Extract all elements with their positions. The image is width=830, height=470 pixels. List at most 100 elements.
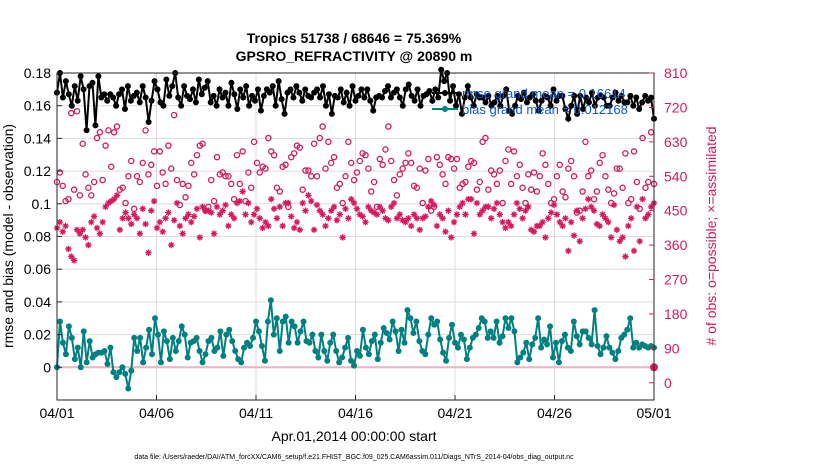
data-point — [148, 97, 155, 104]
data-point — [59, 339, 66, 346]
data-point — [264, 318, 271, 325]
data-point — [500, 92, 507, 99]
data-point — [210, 92, 217, 99]
data-point — [538, 344, 545, 351]
data-point — [476, 178, 484, 186]
data-point — [288, 213, 295, 220]
data-point — [96, 129, 104, 136]
data-point — [496, 167, 504, 174]
data-point — [436, 161, 444, 169]
data-point — [429, 97, 436, 104]
data-point — [153, 224, 161, 232]
data-point — [499, 333, 506, 340]
y-left-tick-label: 0.08 — [24, 229, 51, 245]
data-point — [291, 323, 298, 330]
data-point — [302, 86, 309, 93]
data-point — [300, 318, 307, 325]
data-point — [513, 173, 521, 180]
data-point — [249, 92, 256, 99]
data-point — [131, 334, 138, 341]
data-point — [630, 102, 637, 109]
data-point — [399, 217, 406, 224]
data-point — [153, 182, 161, 190]
data-point — [116, 226, 124, 234]
data-point — [96, 230, 104, 237]
data-point — [219, 94, 226, 101]
data-point — [585, 334, 592, 341]
data-point — [350, 199, 358, 207]
data-point — [208, 209, 215, 216]
y-right-tick-label: 810 — [664, 65, 688, 81]
x-tick-label: 04/01 — [39, 405, 74, 421]
data-point — [181, 331, 188, 338]
data-point — [442, 180, 449, 188]
data-point — [437, 336, 444, 343]
data-point — [371, 331, 378, 338]
data-point — [62, 78, 69, 85]
data-point — [532, 334, 539, 341]
data-point — [588, 341, 595, 348]
y-left-tick-label: 0.04 — [24, 294, 51, 310]
data-point — [612, 89, 619, 96]
data-point — [330, 153, 338, 161]
data-point — [59, 228, 66, 235]
data-point — [596, 222, 603, 230]
data-point — [356, 157, 364, 165]
data-point — [439, 215, 446, 222]
data-point — [496, 211, 503, 218]
data-point — [169, 83, 176, 90]
data-point — [317, 94, 324, 101]
data-point — [610, 201, 618, 209]
y-right-tick-label: 360 — [664, 237, 688, 253]
data-point — [327, 339, 334, 346]
legend-label: rmse grand mean = 0.16614 — [462, 86, 626, 101]
data-point — [370, 178, 378, 186]
data-point — [594, 343, 601, 350]
data-point — [287, 86, 294, 93]
data-point — [602, 173, 609, 180]
data-point — [305, 167, 312, 174]
data-point — [182, 194, 189, 201]
data-point — [322, 102, 329, 109]
data-point — [207, 99, 214, 106]
data-point — [514, 359, 521, 366]
data-point — [250, 334, 257, 341]
data-point — [82, 171, 89, 178]
data-point — [413, 184, 421, 191]
data-point — [77, 73, 84, 80]
data-point — [642, 215, 649, 222]
data-point — [231, 91, 238, 98]
data-point — [627, 92, 634, 99]
data-point — [359, 213, 366, 220]
data-point — [446, 334, 453, 341]
data-point — [539, 150, 546, 157]
data-point — [232, 347, 239, 354]
data-point — [379, 161, 386, 169]
data-point — [603, 333, 610, 340]
data-point — [330, 331, 337, 338]
data-point — [447, 97, 454, 104]
data-point — [380, 325, 387, 332]
data-point — [459, 199, 466, 207]
data-point — [213, 203, 221, 211]
data-point — [346, 102, 353, 109]
data-point — [552, 339, 559, 346]
data-point — [587, 167, 595, 174]
data-point — [470, 102, 477, 109]
data-point — [362, 151, 369, 159]
data-point — [276, 347, 283, 354]
data-point — [497, 102, 504, 109]
data-point — [65, 195, 72, 203]
data-point — [90, 213, 98, 220]
data-point — [308, 197, 315, 205]
data-point — [522, 207, 529, 214]
data-point — [606, 102, 613, 109]
data-point — [348, 196, 355, 203]
data-point — [491, 99, 498, 106]
series-line — [56, 300, 655, 389]
data-point — [511, 328, 518, 335]
data-point — [353, 169, 361, 176]
data-point — [130, 211, 138, 218]
data-point — [402, 86, 409, 93]
data-point — [256, 169, 264, 176]
